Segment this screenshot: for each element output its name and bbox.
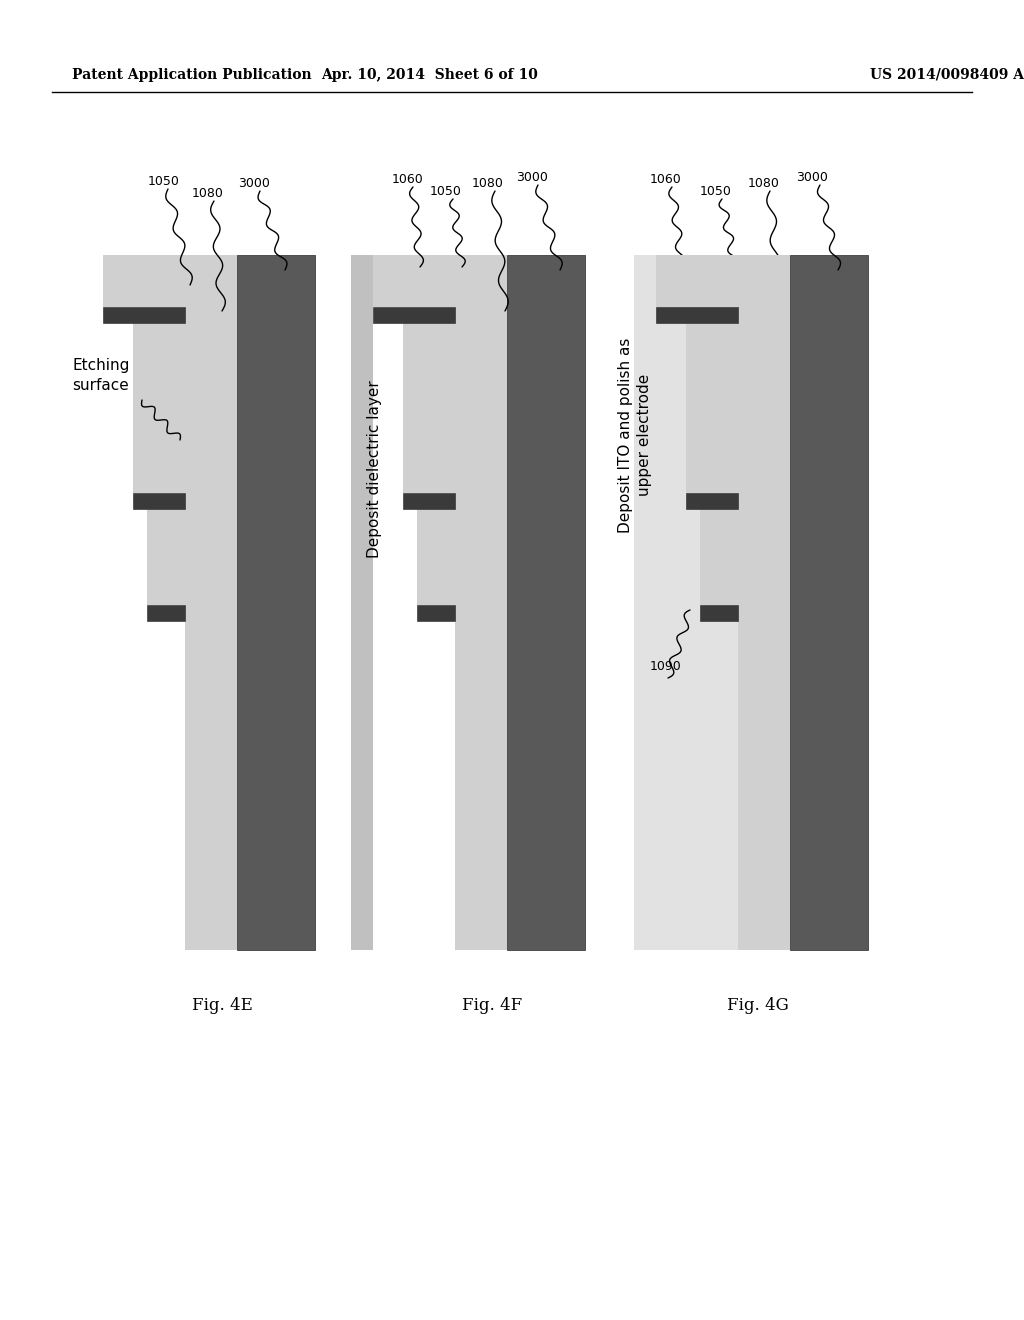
Bar [373,255,455,308]
Bar [133,492,185,510]
Text: 3000: 3000 [238,177,270,190]
Bar [185,255,237,950]
Text: 1080: 1080 [748,177,780,190]
Text: Deposit ITO and polish as
upper electrode: Deposit ITO and polish as upper electrod… [617,338,652,533]
Bar [351,255,373,950]
Text: 3000: 3000 [796,172,827,183]
Bar [656,255,738,308]
Bar [686,492,738,510]
Bar [455,255,507,950]
Bar [686,323,738,492]
Bar [656,308,738,323]
Bar [403,323,455,492]
Text: 3000: 3000 [516,172,548,183]
Bar [634,255,738,950]
Bar [507,255,585,950]
Text: Deposit dielectric layer: Deposit dielectric layer [368,380,383,558]
Text: Apr. 10, 2014  Sheet 6 of 10: Apr. 10, 2014 Sheet 6 of 10 [322,69,539,82]
Bar [417,510,455,605]
Text: 1090: 1090 [650,660,682,673]
Bar [790,255,868,950]
Text: Fig. 4F: Fig. 4F [463,997,522,1014]
Bar [133,323,185,492]
Text: Fig. 4E: Fig. 4E [193,997,253,1014]
Text: Etching
surface: Etching surface [72,358,129,393]
Text: 1080: 1080 [472,177,504,190]
Bar [700,510,738,605]
Bar [373,308,455,323]
Text: US 2014/0098409 A1: US 2014/0098409 A1 [870,69,1024,82]
Bar [237,255,315,950]
Bar [738,255,790,950]
Bar [103,255,185,308]
Text: 1050: 1050 [148,176,180,187]
Bar [103,308,185,323]
Bar [403,492,455,510]
Bar [147,510,185,605]
Text: 1080: 1080 [193,187,224,201]
Text: Fig. 4G: Fig. 4G [727,997,788,1014]
Text: 1060: 1060 [650,173,682,186]
Text: Patent Application Publication: Patent Application Publication [72,69,311,82]
Bar [417,605,455,620]
Text: 1050: 1050 [700,185,732,198]
Text: 1060: 1060 [392,173,424,186]
Bar [147,605,185,620]
Bar [700,605,738,620]
Text: 1050: 1050 [430,185,462,198]
